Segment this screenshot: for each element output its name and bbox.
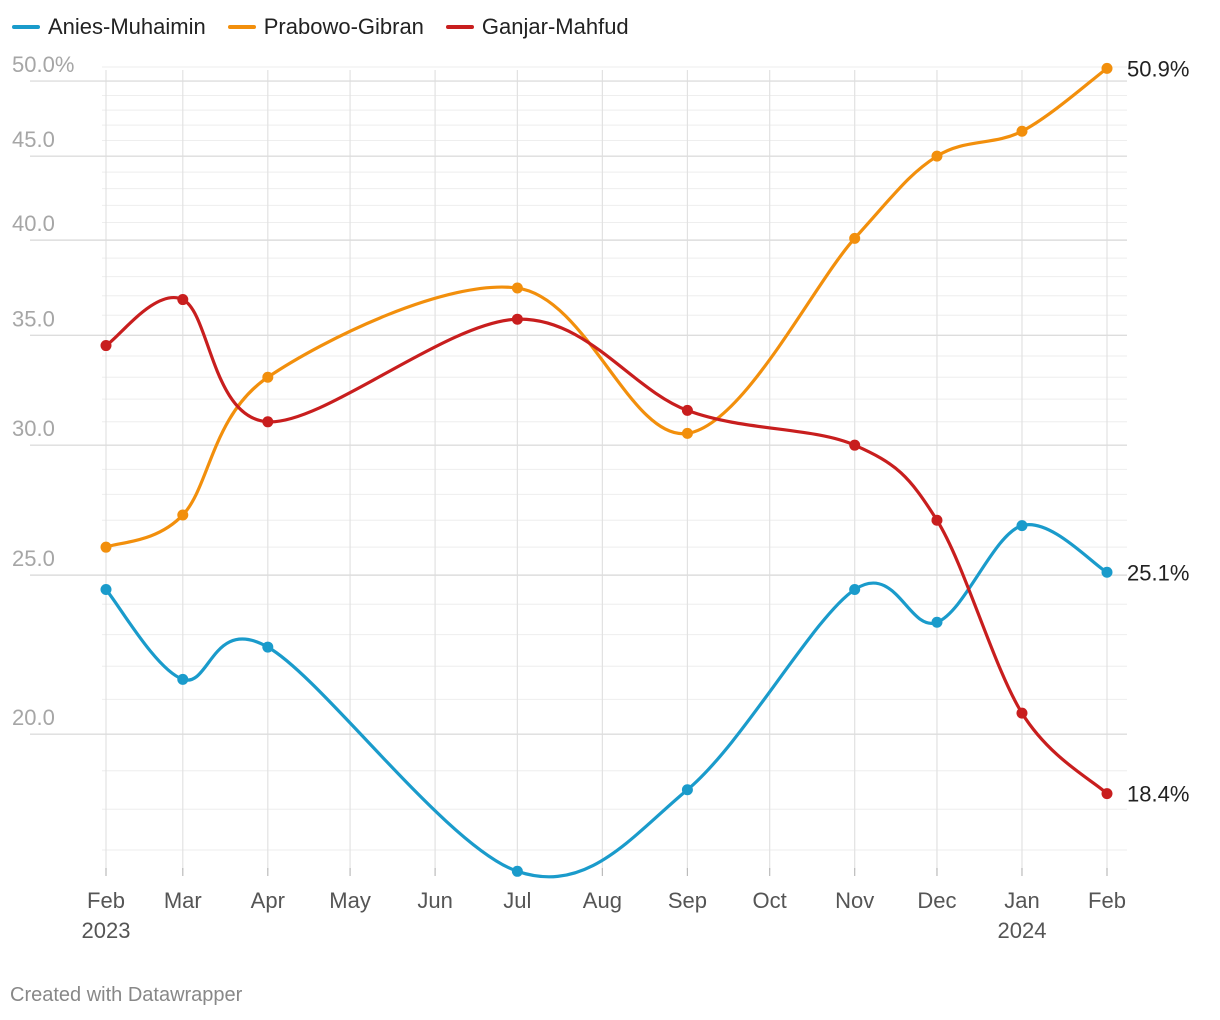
y-tick-label: 25.0 — [12, 546, 55, 571]
y-tick-label: 30.0 — [12, 416, 55, 441]
data-point-prabowo-gibran — [681, 427, 693, 439]
x-tick-year-label: 2023 — [82, 918, 131, 943]
legend-label: Anies-Muhaimin — [48, 14, 206, 39]
data-point-prabowo-gibran — [511, 282, 523, 294]
x-tick-label: Jul — [503, 888, 531, 913]
data-point-anies-muhaimin — [1101, 566, 1113, 578]
data-point-prabowo-gibran — [931, 150, 943, 162]
x-tick-label: Oct — [753, 888, 787, 913]
y-tick-label: 35.0 — [12, 306, 55, 331]
legend-swatch — [12, 25, 40, 29]
legend-item-anies-muhaimin: Anies-Muhaimin — [12, 14, 206, 40]
data-point-ganjar-mahfud — [931, 514, 943, 526]
series-line-prabowo-gibran — [104, 66, 1109, 549]
data-point-anies-muhaimin — [931, 616, 943, 628]
data-point-ganjar-mahfud — [511, 313, 523, 325]
data-point-ganjar-mahfud — [262, 416, 274, 428]
x-tick-label: Nov — [835, 888, 874, 913]
legend-label: Prabowo-Gibran — [263, 14, 424, 39]
data-point-prabowo-gibran — [1016, 125, 1028, 137]
data-point-anies-muhaimin — [262, 641, 274, 653]
x-tick-label: Dec — [917, 888, 956, 913]
chart-footer: Created with Datawrapper — [10, 984, 243, 1006]
end-label-anies-muhaimin: 25.1% — [1127, 560, 1189, 585]
x-tick-label: Jan — [1004, 888, 1039, 913]
data-point-anies-muhaimin — [177, 673, 189, 685]
data-point-anies-muhaimin — [849, 584, 861, 596]
data-point-ganjar-mahfud — [1016, 707, 1028, 719]
series-line-ganjar-mahfud — [104, 295, 1109, 796]
data-point-ganjar-mahfud — [681, 404, 693, 416]
data-point-prabowo-gibran — [177, 509, 189, 521]
data-point-prabowo-gibran — [100, 541, 112, 553]
y-tick-label: 40.0 — [12, 211, 55, 236]
x-tick-label: May — [329, 888, 371, 913]
data-point-anies-muhaimin — [100, 584, 112, 596]
chart-legend: Anies-Muhaimin Prabowo-Gibran Ganjar-Mahfu… — [12, 14, 629, 40]
data-point-ganjar-mahfud — [849, 439, 861, 451]
data-point-prabowo-gibran — [262, 371, 274, 383]
x-tick-label: Feb — [87, 888, 125, 913]
legend-swatch — [445, 25, 474, 29]
data-point-ganjar-mahfud — [100, 340, 112, 352]
x-tick-label: Sep — [668, 888, 707, 913]
x-tick-label: Feb — [1088, 888, 1126, 913]
end-label-prabowo-gibran: 50.9% — [1127, 56, 1189, 81]
data-point-anies-muhaimin — [1016, 520, 1028, 532]
y-tick-label: 45.0 — [12, 127, 55, 152]
x-tick-year-label: 2024 — [998, 918, 1047, 943]
y-tick-label: 50.0% — [12, 52, 74, 77]
end-label-ganjar-mahfud: 18.4% — [1127, 782, 1189, 807]
legend-swatch — [227, 25, 256, 29]
x-tick-label: Aug — [583, 888, 622, 913]
legend-item-ganjar-mahfud: Ganjar-Mahfud — [445, 14, 629, 40]
data-point-anies-muhaimin — [681, 784, 693, 796]
x-tick-label: Jun — [417, 888, 452, 913]
data-point-ganjar-mahfud — [1101, 788, 1113, 800]
data-point-prabowo-gibran — [849, 232, 861, 244]
data-point-prabowo-gibran — [1101, 62, 1113, 74]
y-tick-label: 20.0 — [12, 705, 55, 730]
line-chart: 20.0 25.0 30.0 35.0 40.0 45.0 50.0% Feb 2023 Mar A… — [12, 52, 1189, 943]
data-point-anies-muhaimin — [511, 865, 523, 877]
legend-item-prabowo-gibran: Prabowo-Gibran — [227, 14, 424, 40]
x-tick-label: Apr — [251, 888, 285, 913]
legend-label: Ganjar-Mahfud — [481, 14, 629, 39]
data-point-ganjar-mahfud — [177, 294, 189, 306]
x-tick-label: Mar — [164, 888, 202, 913]
series-line-anies-muhaimin — [104, 523, 1109, 879]
